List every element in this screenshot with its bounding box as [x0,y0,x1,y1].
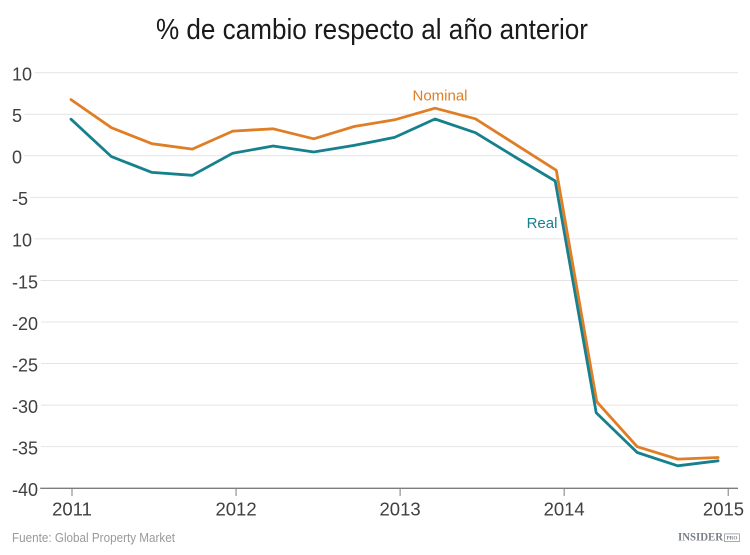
svg-text:2014: 2014 [544,499,585,520]
svg-text:10: 10 [12,65,32,85]
svg-text:Real: Real [527,215,558,232]
svg-text:Fuente: Global Property Market: Fuente: Global Property Market [12,530,175,545]
svg-text:0: 0 [12,148,22,168]
svg-text:-5: -5 [12,189,28,209]
svg-text:INSIDER: INSIDER [678,532,724,544]
svg-text:2012: 2012 [215,499,256,520]
svg-text:2011: 2011 [52,499,92,520]
svg-text:5: 5 [12,106,22,126]
svg-text:-15: -15 [12,272,38,292]
svg-text:-30: -30 [12,397,38,417]
svg-text:-35: -35 [12,438,38,458]
svg-text:10: 10 [12,231,32,251]
svg-text:-25: -25 [12,355,38,375]
svg-text:2013: 2013 [380,499,421,520]
svg-text:PRO: PRO [727,536,738,542]
svg-text:-40: -40 [12,480,38,500]
svg-text:-20: -20 [12,314,38,334]
svg-text:2015: 2015 [703,499,744,520]
svg-text:Nominal: Nominal [412,87,467,104]
svg-text:% de cambio respecto al año an: % de cambio respecto al año anterior [156,14,588,46]
